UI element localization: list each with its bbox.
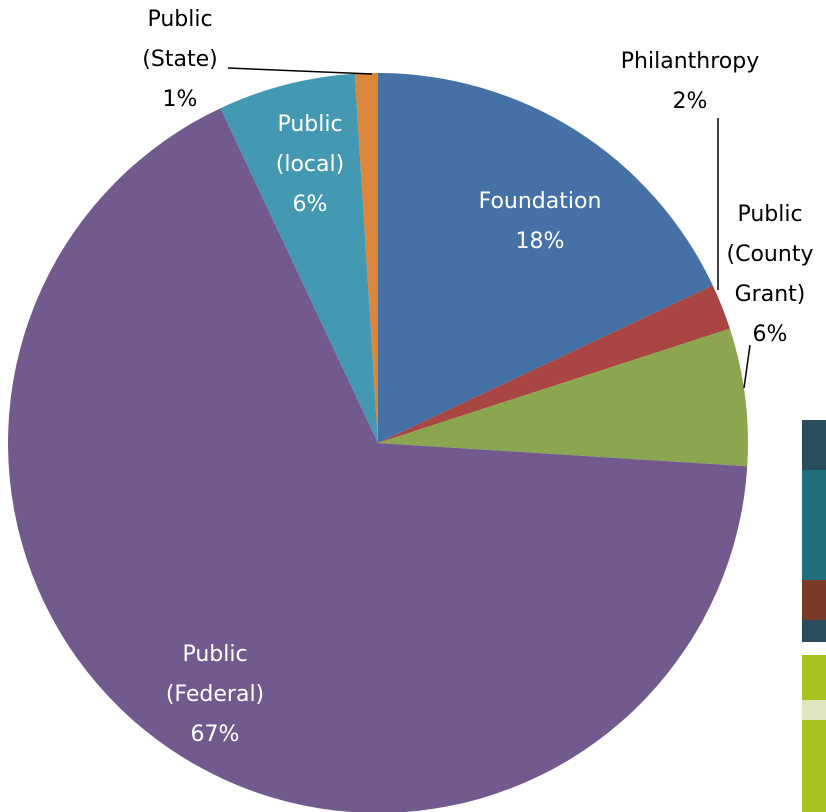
photo-fragment [802,420,826,812]
slice-label-line: Public [737,202,802,227]
pie-slice [378,73,713,443]
pie-slice [220,73,378,444]
slice-label-line: (local) [276,152,344,177]
slice-label: Public (Federal) [166,642,264,707]
value-label: 18% [516,229,565,254]
slice-label: Public (State) [142,7,217,72]
slice-label: Public (County Grant) [727,202,814,307]
pie-slice [378,285,730,443]
leader-lines [227,67,751,389]
slice-label-line: Public [182,642,247,667]
slice-label: Philanthropy [621,49,759,74]
value-label: 6% [753,322,788,347]
slice-label: Public (local) [276,112,344,177]
value-label: 6% [293,192,328,217]
slice-label-line: Grant) [735,282,806,307]
value-label: 67% [191,722,240,747]
pie-slice [8,108,748,812]
slice-label-line: (State) [142,47,217,72]
slice-label-line: Philanthropy [621,49,759,74]
slice-label-line: Foundation [479,189,602,214]
slice-label-line: (County [727,242,814,267]
pie-slice [378,328,748,467]
slice-label-line: Public [147,7,212,32]
value-label: 1% [163,87,198,112]
pie-slice [354,73,378,443]
slice-label: Foundation [479,189,602,214]
slice-label-line: (Federal) [166,682,264,707]
value-label: 2% [673,89,708,114]
slice-label-line: Public [277,112,342,137]
